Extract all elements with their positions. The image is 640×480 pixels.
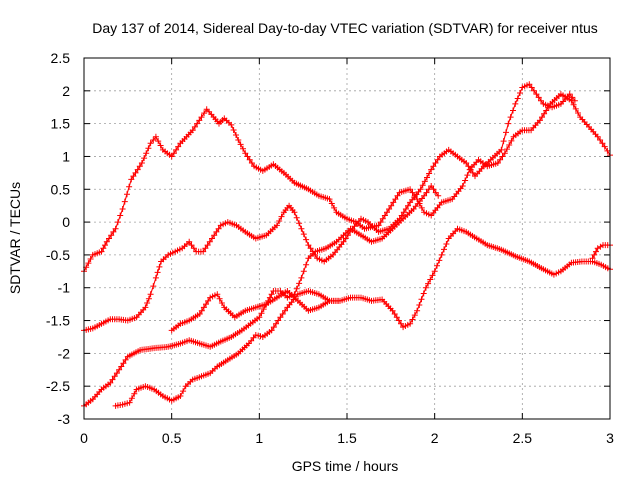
y-tick-label: 2 xyxy=(62,83,70,99)
series-arc-4 xyxy=(168,225,613,334)
y-tick-label: -2.5 xyxy=(46,378,70,394)
series-markers xyxy=(81,81,578,334)
plot-frame xyxy=(83,57,611,420)
series-line xyxy=(171,228,611,331)
x-tick-label: 0.5 xyxy=(162,430,182,446)
y-tick-label: 1.5 xyxy=(51,116,71,132)
y-tick-label: 2.5 xyxy=(51,50,71,66)
series-arc-5 xyxy=(112,288,342,409)
x-tick-label: 0 xyxy=(80,430,88,446)
x-tick-label: 3 xyxy=(606,430,614,446)
series-markers xyxy=(112,288,342,409)
series-arc-3 xyxy=(81,183,442,409)
y-tick-label: 0.5 xyxy=(51,181,71,197)
x-tick-labels: 0 0.5 1 1.5 2 2.5 3 xyxy=(80,430,614,446)
x-tick-label: 2 xyxy=(431,430,439,446)
y-tick-label: -3 xyxy=(58,411,71,427)
y-tick-label: -2 xyxy=(58,345,71,361)
y-tick-label: -1 xyxy=(58,280,71,296)
chart-title: Day 137 of 2014, Sidereal Day-to-day VTE… xyxy=(92,20,598,36)
x-tick-label: 1 xyxy=(255,430,263,446)
x-tick-label: 2.5 xyxy=(513,430,533,446)
x-tick-label: 1.5 xyxy=(337,430,357,446)
x-axis-label: GPS time / hours xyxy=(292,458,399,474)
series-arc-6 xyxy=(589,242,613,262)
y-tick-label: 0 xyxy=(62,214,70,230)
y-axis-label: SDTVAR / TECUs xyxy=(7,182,23,294)
series-markers xyxy=(589,242,613,262)
y-tick-labels: -3 -2.5 -2 -1.5 -1 -0.5 0 0.5 1 1.5 2 2.5 xyxy=(46,50,70,427)
y-tick-label: 1 xyxy=(62,148,70,164)
y-tick-label: -1.5 xyxy=(46,313,70,329)
y-tick-label: -0.5 xyxy=(46,247,70,263)
series-group xyxy=(81,81,613,409)
series-markers xyxy=(168,225,613,334)
series-arc-2 xyxy=(81,81,578,334)
series-markers xyxy=(81,183,442,409)
series-line xyxy=(83,83,576,331)
